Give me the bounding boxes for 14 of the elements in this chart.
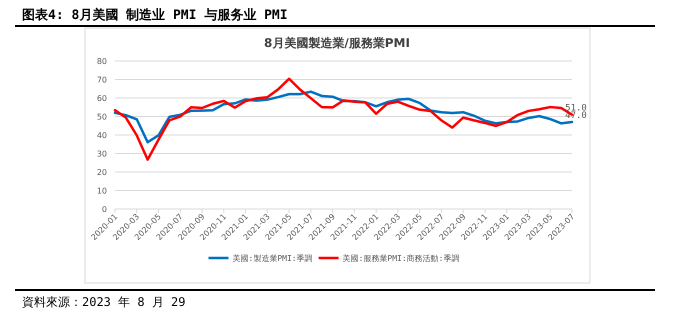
y-tick-label: 20 <box>96 168 107 177</box>
y-tick-label: 50 <box>96 112 107 122</box>
chart-title: 图表4: 8月美國 制造业 PMI 与服务业 PMI <box>22 7 288 23</box>
y-tick-label: 70 <box>96 76 107 84</box>
y-tick-label: 10 <box>96 186 107 196</box>
y-tick-label: 40 <box>96 131 107 140</box>
y-tick-label: 0 <box>102 205 107 214</box>
y-tick-label: 30 <box>96 150 107 158</box>
legend-label: 美國:製造業PMI:季調 <box>232 254 313 263</box>
chart-subtitle: 8月美國製造業/服務業PMI <box>264 36 410 50</box>
y-tick-label: 60 <box>96 94 107 103</box>
source-note: 資料來源：2023 年 8 月 29 <box>22 295 186 309</box>
y-tick-label: 80 <box>96 57 107 66</box>
legend-label: 美國:服務業PMI:商務活動:季調 <box>342 254 460 263</box>
